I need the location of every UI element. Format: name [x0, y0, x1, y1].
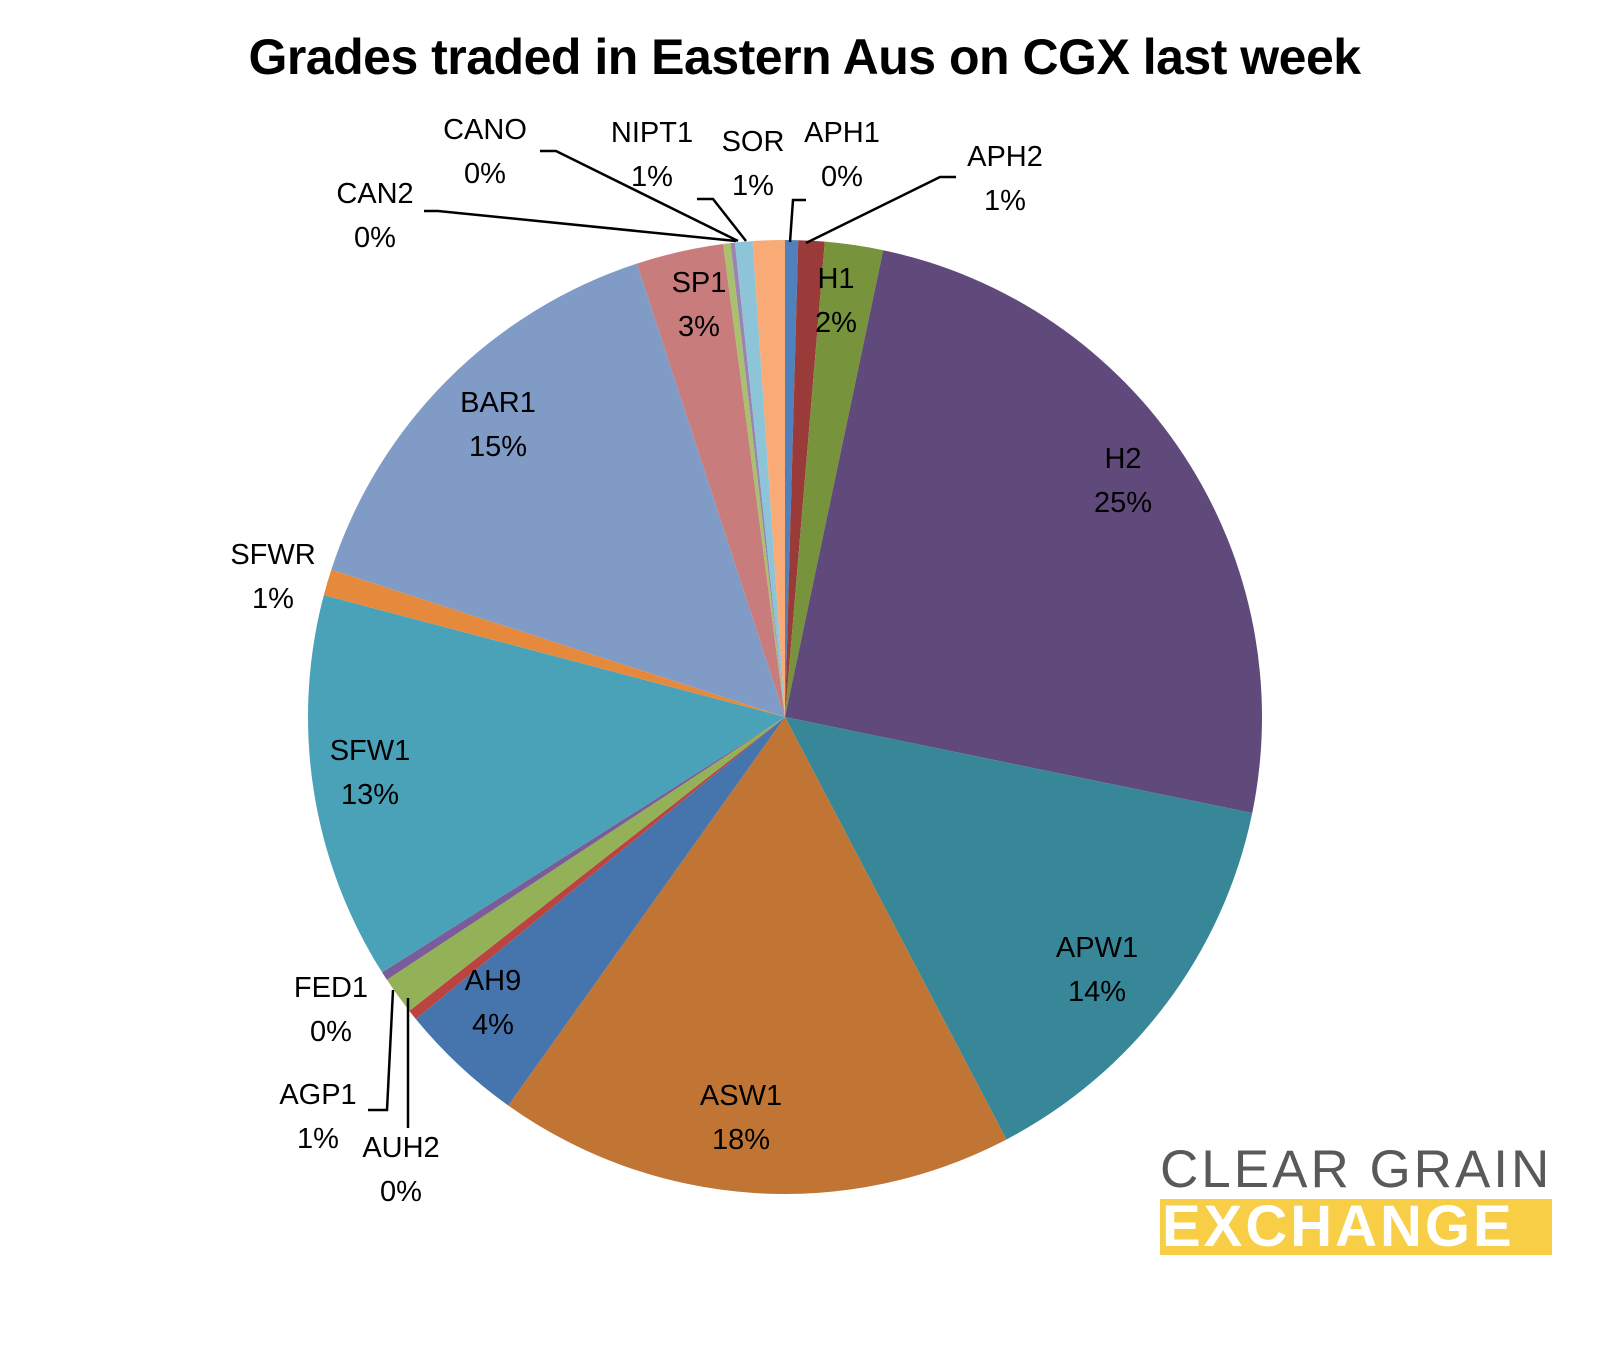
slice-percent-h1: 2%	[815, 307, 857, 339]
slice-label-apw1: APW1	[1056, 932, 1138, 964]
pie-slice-bar1	[331, 263, 785, 717]
slice-percent-apw1: 14%	[1068, 976, 1126, 1008]
slice-percent-asw1: 18%	[712, 1124, 770, 1156]
slice-label-cano: CANO	[443, 114, 527, 146]
chart-title: Grades traded in Eastern Aus on CGX last…	[248, 29, 1361, 85]
slice-label-sfwr: SFWR	[230, 539, 315, 571]
slice-percent-aph2: 1%	[984, 185, 1026, 217]
slice-percent-h2: 25%	[1094, 487, 1152, 519]
slice-label-bar1: BAR1	[460, 387, 536, 419]
slice-label-asw1: ASW1	[700, 1080, 782, 1112]
slice-percent-aph1: 0%	[821, 161, 863, 193]
slice-label-agp1: AGP1	[279, 1079, 356, 1111]
slice-label-h1: H1	[817, 263, 854, 295]
slice-percent-sp1: 3%	[678, 311, 720, 343]
clear-grain-exchange-logo: CLEAR GRAIN EXCHANGE	[1160, 1140, 1553, 1255]
pie-labels: APH1 0% APH2 1% H1 2% H2 25% APW1 14% ASW1 18% AH9 4%…	[230, 114, 1152, 1208]
pie-slice-cano	[730, 242, 785, 717]
logo-banner: EXCHANGE	[1160, 1199, 1552, 1255]
pie-slices	[307, 240, 1262, 1195]
slice-label-sor: SOR	[722, 126, 785, 158]
slice-label-ah9: AH9	[465, 965, 521, 997]
leader-line-aph2	[805, 175, 956, 245]
pie-slice-can2	[723, 243, 785, 717]
leader-line-agp1	[368, 989, 395, 1112]
slice-percent-bar1: 15%	[469, 431, 527, 463]
pie-slice-h2	[785, 250, 1262, 814]
leader-lines	[368, 149, 956, 1128]
pie-slice-sfw1	[307, 595, 785, 973]
pie-slice-agp1	[386, 717, 785, 1011]
slice-label-fed1: FED1	[294, 972, 368, 1004]
logo-text-line1: CLEAR GRAIN	[1160, 1140, 1553, 1199]
slice-label-auh2: AUH2	[362, 1132, 439, 1164]
pie-slice-asw1	[508, 717, 1007, 1195]
pie-slice-auh2	[409, 717, 785, 1019]
slice-percent-cano: 0%	[464, 158, 506, 190]
slice-percent-can2: 0%	[354, 222, 396, 254]
slice-percent-sfwr: 1%	[252, 583, 294, 615]
pie-slice-sfwr	[323, 569, 785, 717]
pie-slice-h1	[785, 241, 884, 717]
slice-percent-agp1: 1%	[297, 1123, 339, 1155]
pie-slice-fed1	[382, 717, 785, 980]
pie-slice-nipt1	[734, 241, 785, 718]
leader-line-can2	[424, 209, 737, 243]
leader-line-nipt1	[697, 197, 747, 242]
pie-slice-aph1	[785, 240, 799, 717]
logo-text-line2: EXCHANGE	[1162, 1199, 1515, 1255]
slice-percent-fed1: 0%	[310, 1016, 352, 1048]
slice-label-nipt1: NIPT1	[611, 117, 693, 149]
pie-slice-ah9	[415, 717, 785, 1106]
slice-label-sfw1: SFW1	[330, 735, 411, 767]
slice-label-sp1: SP1	[672, 267, 727, 299]
pie-slice-sor	[752, 240, 785, 717]
slice-label-can2: CAN2	[336, 178, 413, 210]
pie-slice-aph2	[785, 240, 825, 717]
slice-percent-ah9: 4%	[472, 1009, 514, 1041]
slice-percent-sor: 1%	[732, 170, 774, 202]
leader-line-cano	[540, 149, 739, 243]
pie-slice-apw1	[785, 717, 1253, 1140]
pie-slice-sp1	[636, 244, 785, 717]
slice-label-aph1: APH1	[804, 117, 880, 149]
slice-percent-nipt1: 1%	[631, 161, 673, 193]
slice-label-h2: H2	[1104, 443, 1141, 475]
slice-label-aph2: APH2	[967, 141, 1043, 173]
leader-line-aph1	[788, 198, 806, 243]
slice-percent-sfw1: 13%	[341, 779, 399, 811]
slice-percent-auh2: 0%	[380, 1176, 422, 1208]
